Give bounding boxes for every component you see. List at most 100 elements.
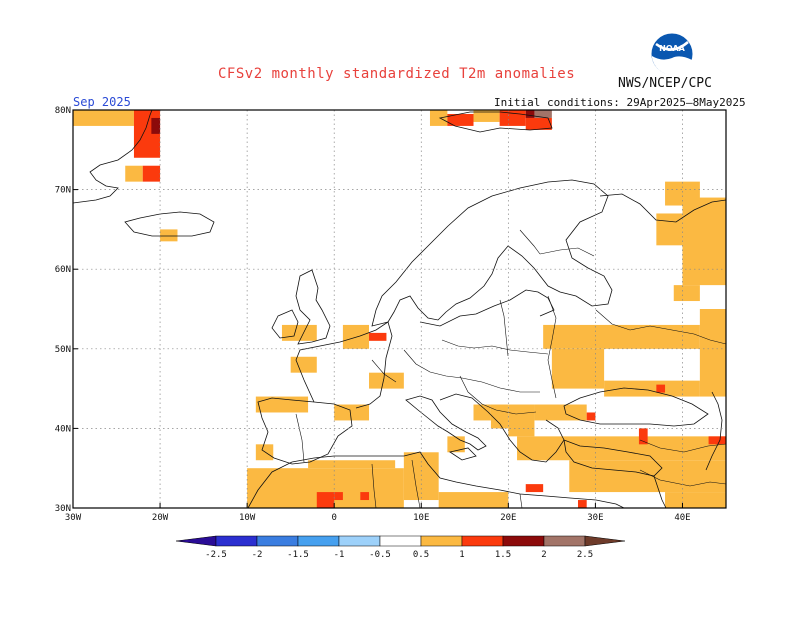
iceland-coast (124, 211, 215, 237)
anomaly-cell (125, 165, 143, 182)
colorbar: -2.5 -2 -1.5 -1 -0.5 0.5 1 1.5 2 2.5 (175, 535, 626, 560)
colorbar-segment (338, 535, 381, 547)
initial-conditions: Initial conditions: 29Apr2025–8May2025 (494, 96, 746, 109)
anomaly-cell (160, 229, 178, 242)
border-4 (547, 295, 557, 399)
lon-tick-label: 10E (413, 513, 429, 523)
lat-tick-label: 30N (55, 504, 71, 514)
anomaly-cell (360, 492, 370, 501)
anomaly-cell (490, 404, 509, 429)
ireland-coast (271, 309, 299, 339)
anomaly-cell (334, 492, 343, 501)
lon-tick-label: 20E (500, 513, 516, 523)
colorbar-segment (420, 535, 463, 547)
border-2 (403, 349, 540, 393)
axis-ticks: 30W 20W 10W 0 10E 20E 30E 40E 30N 40N 50N 60N 70N 80N (55, 106, 691, 523)
logo-text: NOAA (659, 44, 685, 53)
anomaly-cell (508, 404, 535, 437)
anomaly-cell (316, 492, 335, 508)
lon-tick-label: 20W (152, 513, 169, 523)
lat-tick-label: 50N (55, 345, 71, 355)
page-title: CFSv2 monthly standardized T2m anomalies (218, 66, 576, 82)
anomaly-cell (429, 110, 448, 126)
anomaly-cell (73, 110, 134, 126)
kola-barents-coast (599, 193, 727, 223)
anomaly-cell (447, 436, 465, 453)
colorbar-tick-label: 2.5 (577, 550, 593, 560)
border-7 (539, 247, 595, 257)
map-frame (72, 109, 727, 509)
colorbar-tick-label: 1 (459, 550, 464, 560)
colorbar-segment (543, 535, 586, 547)
colorbar-segment (256, 535, 299, 547)
anomaly-cell (151, 117, 161, 134)
anomaly-cell (586, 412, 596, 421)
anomaly-cell (525, 117, 552, 130)
anomaly-cell (473, 404, 491, 421)
uk-coast (295, 269, 331, 345)
iberia-coast (257, 397, 353, 465)
levant-coast (653, 475, 667, 509)
lat-tick-label: 40N (55, 424, 71, 434)
colorbar-segment (379, 535, 422, 547)
lon-tick-label: 30W (65, 513, 82, 523)
border-10 (295, 413, 305, 463)
anomaly-cell (699, 309, 726, 397)
colorbar-tick-label: 1.5 (495, 550, 511, 560)
colorbar-arrow-right (584, 535, 626, 547)
border-6 (595, 309, 727, 345)
border-11 (371, 463, 377, 509)
noaa-logo: NOAA (650, 32, 694, 80)
colorbar-tick-label: -1 (334, 550, 345, 560)
anomaly-cell (369, 372, 404, 389)
anomaly-cell (673, 285, 700, 302)
black-sea-coast (563, 387, 709, 427)
anomaly-cells (73, 110, 726, 508)
colorbar-tick-label: -2.5 (205, 550, 227, 560)
anomaly-cell (334, 404, 370, 421)
anomaly-cell (473, 110, 500, 122)
coastlines (72, 109, 727, 509)
colorbar-tick-label: -2 (252, 550, 263, 560)
anomaly-cell (438, 492, 509, 508)
colorbar-tick-label: 0.5 (413, 550, 429, 560)
anomaly-cell (543, 324, 700, 349)
anomaly-cell (517, 436, 726, 461)
anomaly-cell (665, 492, 726, 508)
anomaly-cell (403, 452, 439, 501)
anomaly-cell (604, 380, 700, 397)
border-15 (639, 469, 727, 487)
lon-tick-label: 10W (239, 513, 256, 523)
anomaly-cell (656, 213, 683, 246)
italy-coast (405, 395, 487, 451)
france-coast (295, 321, 393, 409)
anomaly-cell (656, 384, 666, 393)
svalbard-coast (438, 111, 553, 133)
sicily-coast (448, 447, 477, 461)
anomaly-cell (569, 460, 726, 493)
country-borders (295, 229, 727, 509)
border-5 (459, 375, 537, 415)
colorbar-segment (215, 535, 258, 547)
border-13 (519, 493, 523, 509)
caspian-coast (705, 391, 723, 471)
colorbar-tick-label: 2 (541, 550, 546, 560)
colorbar-segment (297, 535, 340, 547)
anomaly-cell (534, 110, 552, 118)
anomaly-cell (638, 428, 648, 445)
agency-label: NWS/NCEP/CPC (618, 76, 712, 91)
border-9 (371, 359, 397, 383)
anomaly-cell (682, 197, 726, 286)
anomaly-cell (142, 165, 161, 182)
colorbar-segment (461, 535, 504, 547)
colorbar-tick-label: -0.5 (369, 550, 391, 560)
lon-tick-label: 40E (674, 513, 690, 523)
anomaly-cell (708, 436, 726, 445)
anomaly-cell (281, 324, 317, 341)
anomaly-cell (525, 484, 544, 493)
colorbar-arrow-left (175, 535, 217, 547)
anomaly-cell (369, 332, 387, 341)
border-8 (519, 229, 541, 255)
anomaly-cell (577, 500, 587, 508)
